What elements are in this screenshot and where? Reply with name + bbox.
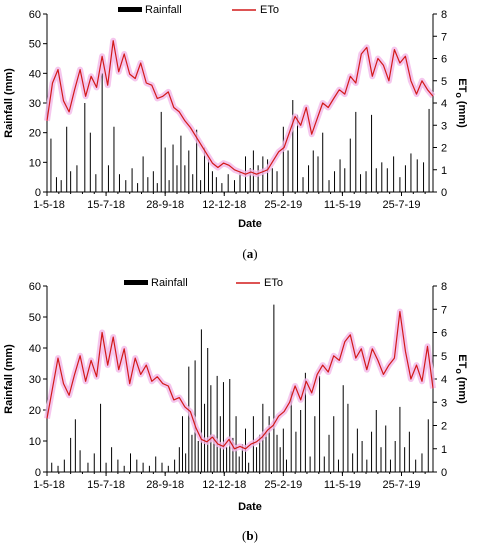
legend-eto-label: ETo — [264, 277, 283, 289]
panel-label: (a) — [242, 246, 257, 261]
y-axis-right-label: ETo (mm) — [454, 78, 468, 128]
right-tick-label: 4 — [441, 98, 447, 110]
left-tick-label: 20 — [29, 128, 41, 140]
x-tick-label: 11-5-19 — [324, 479, 361, 491]
chart-panel-a: 0 10 20 30 40 50 60 0 1 2 3 4 5 6 7 8 1-5-18 15-7-18 28-9-… — [3, 4, 468, 261]
left-tick-label: 10 — [29, 436, 41, 448]
x-tick-label: 12-12-18 — [202, 479, 246, 491]
y-axis-right-label: ETo (mm) — [454, 354, 468, 404]
left-tick-label: 0 — [35, 467, 41, 479]
right-tick-label: 4 — [441, 374, 447, 386]
legend-rainfall-label: Rainfall — [145, 4, 182, 16]
x-tick-label: 28-9-18 — [146, 199, 184, 211]
right-tick-label: 1 — [441, 444, 447, 456]
x-tick-label: 25-2-19 — [264, 199, 302, 211]
eto-line-glow — [44, 308, 436, 452]
right-tick-label: 5 — [441, 351, 447, 363]
right-tick-label: 0 — [441, 187, 447, 199]
x-tick-label: 15-7-18 — [87, 479, 125, 491]
left-tick-label: 40 — [29, 343, 41, 355]
right-tick-label: 2 — [441, 143, 447, 155]
left-tick-label: 10 — [29, 157, 41, 169]
right-tick-label: 2 — [441, 421, 447, 433]
left-tick-label: 30 — [29, 374, 41, 386]
x-tick-label: 11-5-19 — [324, 199, 361, 211]
left-tick-label: 50 — [29, 312, 41, 324]
legend-rainfall-swatch — [118, 7, 142, 12]
left-tick-label: 20 — [29, 405, 41, 417]
left-tick-label: 60 — [29, 281, 41, 293]
right-tick-label: 6 — [441, 54, 447, 66]
left-tick-label: 0 — [35, 187, 41, 199]
panel-label: (b) — [242, 528, 258, 543]
x-tick-label: 25-7-19 — [383, 199, 421, 211]
right-tick-label: 8 — [441, 281, 447, 293]
x-axis-label: Date — [238, 501, 262, 513]
x-tick-label: 1-5-18 — [33, 199, 65, 211]
x-axis-label: Date — [238, 218, 262, 230]
chart-panel-b: 0 10 20 30 40 50 60 0 1 2 3 4 5 6 7 8 1-5-18 15-7-18 28-9-… — [3, 277, 468, 543]
legend-rainfall-swatch — [124, 280, 148, 285]
x-tick-label: 12-12-18 — [202, 199, 246, 211]
x-tick-label: 25-2-19 — [264, 479, 302, 491]
x-tick-label: 28-9-18 — [146, 479, 184, 491]
left-tick-label: 40 — [29, 68, 41, 80]
right-tick-label: 3 — [441, 397, 447, 409]
eto-line — [46, 311, 434, 450]
x-tick-label: 1-5-18 — [33, 479, 65, 491]
right-tick-label: 3 — [441, 120, 447, 132]
right-tick-label: 5 — [441, 76, 447, 88]
x-tick-label: 15-7-18 — [87, 199, 125, 211]
right-tick-label: 6 — [441, 328, 447, 340]
left-tick-label: 50 — [29, 39, 41, 51]
x-tick-label: 25-7-19 — [383, 479, 421, 491]
y-axis-left-label: Rainfall (mm) — [3, 344, 15, 414]
right-tick-label: 1 — [441, 165, 447, 177]
right-tick-label: 7 — [441, 304, 447, 316]
right-tick-label: 7 — [441, 31, 447, 43]
right-tick-label: 8 — [441, 9, 447, 21]
left-tick-label: 30 — [29, 98, 41, 110]
right-tick-label: 0 — [441, 467, 447, 479]
legend-eto-label: ETo — [260, 4, 279, 16]
eto-line-glow — [44, 37, 436, 178]
legend: Rainfall ETo — [124, 277, 283, 289]
legend: Rainfall ETo — [118, 4, 279, 16]
eto-line — [46, 40, 434, 175]
legend-rainfall-label: Rainfall — [151, 277, 188, 289]
y-axis-left-label: Rainfall (mm) — [3, 68, 15, 138]
left-tick-label: 60 — [29, 9, 41, 21]
